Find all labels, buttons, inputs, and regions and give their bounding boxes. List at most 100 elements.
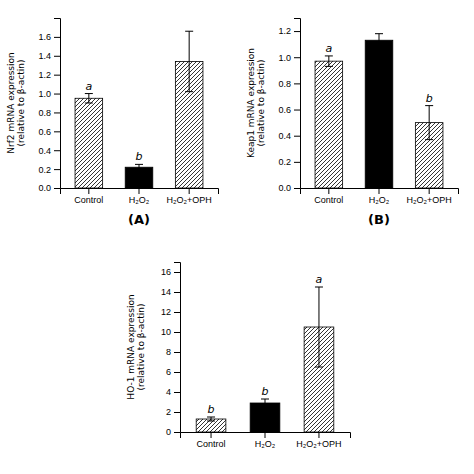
tick-mark — [174, 372, 180, 373]
tick: 10 — [161, 327, 180, 337]
axis-line — [61, 189, 219, 195]
tick-mark — [328, 188, 329, 194]
error-cap — [315, 367, 323, 368]
tick: 1.2 — [38, 70, 60, 80]
tick-label: 0.2 — [278, 157, 291, 167]
error-line — [88, 94, 89, 103]
y-axis-label-line: Nrf2 mRNA expression — [6, 52, 16, 154]
error-cap — [85, 103, 93, 104]
tick-mark — [174, 352, 180, 353]
error-bar — [85, 94, 93, 103]
plot-area — [196, 287, 334, 432]
y-axis: 0246810121416 — [161, 263, 181, 438]
y-axis-label: Nrf2 mRNA expression(relative to β-actin… — [6, 52, 26, 154]
tick: 1.4 — [38, 51, 60, 61]
tick-label: 1.6 — [38, 32, 51, 42]
tick: 1.0 — [278, 53, 300, 63]
tick-mark — [174, 292, 180, 293]
tick-mark — [294, 136, 300, 137]
tick-label: 0.8 — [38, 108, 51, 118]
tick: H₂O₂+OPH — [407, 188, 452, 205]
error-cap — [207, 417, 215, 418]
bar — [125, 167, 153, 188]
y-axis: 0.00.20.40.60.81.01.2 — [278, 19, 300, 194]
tick: 0.0 — [278, 183, 300, 193]
tick-label: H₂O₂ — [369, 195, 390, 205]
tick: Control — [197, 432, 226, 449]
error-bar — [261, 399, 269, 407]
tick: 14 — [161, 287, 180, 297]
tick: 1.2 — [278, 26, 300, 36]
tick-mark — [174, 432, 180, 433]
tick-mark — [294, 110, 300, 111]
tick: 0 — [166, 427, 180, 437]
bar — [250, 403, 280, 432]
axis-line — [54, 19, 61, 189]
tick: 0.4 — [278, 131, 300, 141]
error-bar — [207, 417, 215, 421]
error-cap — [325, 66, 333, 67]
y-axis-label-line: Keap1 mRNA expression — [246, 48, 256, 158]
axis-line — [301, 189, 459, 195]
tick: 0.2 — [38, 164, 60, 174]
tick-label: 2 — [166, 407, 171, 417]
bar — [196, 419, 226, 432]
tick-label: H₂O₂ — [129, 195, 150, 205]
panel: bba0246810121416ControlH₂O₂H₂O₂+OPHHO-1 … — [126, 263, 351, 450]
tick-mark — [54, 150, 60, 151]
error-cap — [425, 105, 433, 106]
bar — [315, 61, 343, 188]
tick: Control — [74, 188, 103, 205]
tick-mark — [318, 432, 319, 438]
tick-label: 12 — [161, 307, 171, 317]
x-axis: ControlH₂O₂H₂O₂+OPH — [181, 432, 351, 449]
panel: ab0.00.20.40.60.81.01.2ControlH₂O₂H₂O₂+O… — [246, 19, 459, 228]
tick-label: 1.2 — [38, 70, 51, 80]
y-axis-label-line: (relative to β-actin) — [136, 304, 146, 391]
tick-label: 8 — [166, 347, 171, 357]
error-cap — [185, 91, 193, 92]
y-axis-label-line: HO-1 mRNA expression — [126, 294, 136, 399]
tick-mark — [379, 188, 380, 194]
tick-label: 1.0 — [38, 89, 51, 99]
error-line — [139, 164, 140, 170]
tick-label: 4 — [166, 387, 171, 397]
error-line — [318, 287, 319, 367]
tick: 0.8 — [38, 108, 60, 118]
tick-label: 0.4 — [38, 146, 51, 156]
tick: H₂O₂+OPH — [167, 188, 212, 205]
y-axis-label-line: (relative to β-actin) — [256, 60, 266, 147]
tick-label: 0.0 — [278, 183, 291, 193]
error-cap — [207, 421, 215, 422]
axis-line — [174, 263, 181, 433]
y-axis: 0.0 0.2 0.4 0.6 0.8 1.0 1.2 1.4 1.6 — [38, 19, 60, 194]
error-cap — [85, 93, 93, 94]
tick-label: 0.4 — [278, 131, 291, 141]
tick-label: 1.4 — [38, 51, 51, 61]
error-bar — [135, 164, 143, 170]
letter-annotation: a — [85, 80, 92, 93]
tick: 4 — [166, 387, 180, 397]
tick-label: Control — [197, 439, 226, 449]
x-axis: Control H₂O₂ H₂O₂+OPH — [61, 188, 219, 205]
error-cap — [135, 164, 143, 165]
tick-label: 0.0 — [38, 183, 51, 193]
tick-label: Control — [74, 195, 103, 205]
error-line — [328, 56, 329, 66]
error-cap — [425, 139, 433, 140]
y-axis-label: HO-1 mRNA expression(relative to β-actin… — [126, 294, 146, 399]
tick: 0.6 — [38, 127, 60, 137]
error-cap — [261, 407, 269, 408]
tick: 8 — [166, 347, 180, 357]
error-cap — [375, 46, 383, 47]
tick: 12 — [161, 307, 180, 317]
letter-annotation: b — [262, 385, 269, 398]
tick-mark — [54, 94, 60, 95]
tick-label: 14 — [161, 287, 171, 297]
error-line — [379, 34, 380, 47]
tick: 2 — [166, 407, 180, 417]
error-bar — [375, 34, 383, 47]
x-axis: ControlH₂O₂H₂O₂+OPH — [301, 188, 459, 205]
error-cap — [261, 399, 269, 400]
tick-mark — [54, 131, 60, 132]
